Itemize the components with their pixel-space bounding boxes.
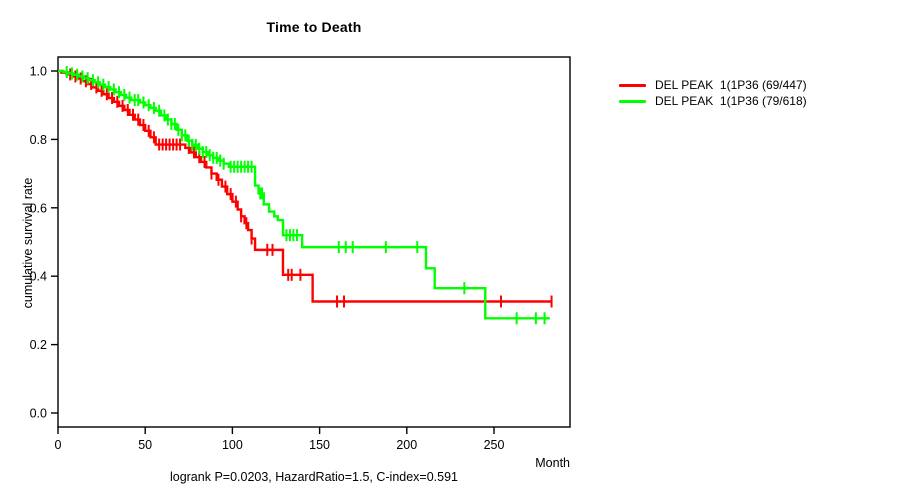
y-axis-tick-label: 0.2 [30,338,47,352]
y-axis-tick-label: 0.8 [30,133,47,147]
x-axis-tick-label: 0 [55,438,62,452]
y-axis-tick-label: 0.6 [30,201,47,215]
legend-item-green: DEL PEAK 1(1P36 (79/618) [619,95,807,108]
legend-label-red: DEL PEAK 1(1P36 (69/447) [655,78,807,92]
y-axis-title: cumulative survival rate [21,177,35,309]
x-axis-tick-label: 250 [484,438,505,452]
x-axis-tick-label: 150 [309,438,330,452]
x-axis-tick-label: 50 [138,438,152,452]
x-axis-tick-label: 100 [222,438,243,452]
survival-curve-red [58,69,552,303]
plot-box [57,56,571,428]
legend: DEL PEAK 1(1P36 (69/447) DEL PEAK 1(1P36… [619,79,807,108]
chart-title: Time to Death [266,19,362,35]
x-axis-tick-label: 200 [396,438,417,452]
y-axis-tick-label: 0.0 [30,407,47,421]
y-axis-tick-label: 1.0 [30,65,47,79]
y-axis-tick-label: 0.4 [30,270,47,284]
green-line-swatch [619,100,646,103]
legend-item-red: DEL PEAK 1(1P36 (69/447) [619,79,807,92]
legend-label-green: DEL PEAK 1(1P36 (79/618) [655,94,807,108]
survival-curve-green [58,69,550,320]
x-axis-title: Month [535,456,570,470]
logrank-stats-caption: logrank P=0.0203, HazardRatio=1.5, C-ind… [169,470,459,484]
red-line-swatch [619,84,646,87]
